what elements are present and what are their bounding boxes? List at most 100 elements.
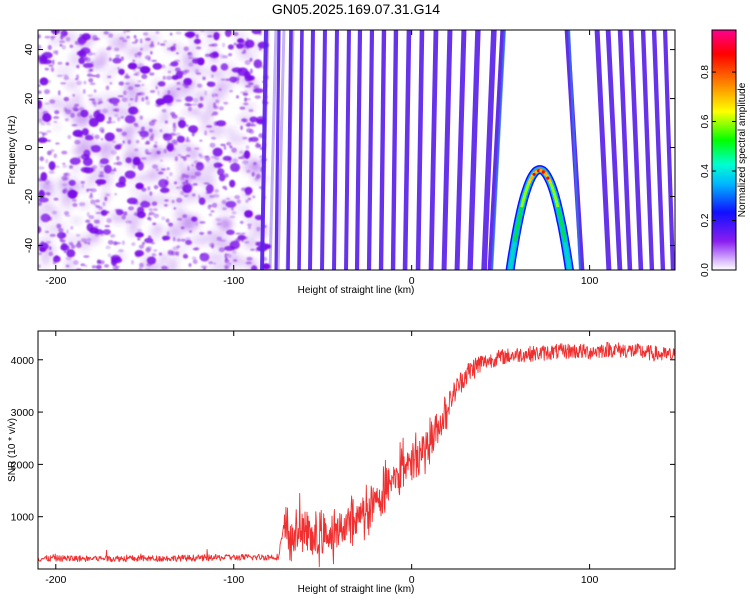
noise-blob: [84, 241, 88, 244]
colorbar-tick-label: 0.2: [700, 213, 711, 227]
noise-blob: [156, 82, 162, 86]
fringe-line: [651, 30, 666, 270]
noise-blob: [244, 97, 248, 102]
noise-blob: [69, 242, 73, 246]
noise-blob: [166, 75, 173, 81]
noise-blob: [65, 256, 72, 261]
spectrogram-x-ticks: -200 -100 0 100: [45, 30, 599, 287]
noise-blob: [107, 253, 112, 258]
noise-blob: [91, 74, 97, 77]
noise-blob: [103, 31, 109, 35]
noise-blob: [170, 61, 179, 67]
peak-arc-core: [556, 206, 561, 212]
noise-blob: [52, 255, 61, 263]
noise-blob: [83, 110, 89, 116]
noise-blob: [131, 242, 136, 246]
noise-blob: [70, 244, 76, 249]
noise-blob: [218, 247, 225, 253]
noise-blob: [58, 227, 64, 233]
peak-point: [546, 176, 550, 180]
noise-blob: [50, 35, 56, 39]
noise-blob: [133, 34, 137, 39]
noise-blob: [44, 179, 50, 185]
noise-blob: [155, 85, 158, 90]
noise-blob: [99, 127, 105, 133]
fringe-line: [320, 30, 327, 270]
peak-arc-core: [553, 195, 558, 200]
noise-blob: [179, 70, 185, 76]
peak-arc-core: [564, 247, 569, 255]
noise-blob: [203, 182, 210, 185]
noise-blob: [141, 187, 147, 192]
noise-blob: [211, 93, 217, 97]
noise-blob: [38, 105, 43, 110]
noise-blob: [85, 219, 91, 223]
colorbar-tick-label: 0.6: [700, 114, 711, 128]
noise-blob: [132, 59, 136, 63]
noise-blob: [60, 242, 68, 251]
noise-blob: [64, 214, 71, 217]
noise-blob: [172, 236, 176, 242]
noise-blob: [53, 153, 58, 159]
noise-blob: [136, 228, 143, 233]
noise-blob: [94, 134, 100, 140]
noise-blob: [134, 232, 144, 238]
noise-blob: [207, 34, 213, 38]
fringe-line: [605, 30, 623, 270]
noise-blob: [62, 74, 69, 77]
noise-blob: [86, 73, 93, 77]
noise-blob: [134, 111, 137, 115]
noise-blob: [148, 211, 155, 216]
noise-blob: [53, 120, 58, 124]
fringe-line: [402, 30, 412, 270]
peak-point: [541, 170, 545, 174]
noise-blob: [93, 101, 97, 107]
noise-blob: [108, 97, 120, 105]
noise-blob: [154, 140, 158, 145]
fringe-line: [286, 30, 293, 270]
noise-blob: [76, 64, 80, 69]
noise-blob: [38, 252, 42, 256]
noise-blob: [150, 51, 153, 55]
noise-blob: [93, 110, 101, 119]
noise-blob: [60, 35, 66, 39]
noise-blob: [149, 89, 156, 93]
noise-blob: [220, 78, 226, 81]
noise-blob: [210, 65, 218, 73]
noise-blob: [40, 213, 51, 223]
noise-blob: [175, 238, 181, 243]
noise-blob: [181, 173, 186, 178]
noise-blob: [172, 43, 177, 48]
peak-arc-core: [513, 236, 518, 243]
noise-blob: [192, 247, 198, 251]
noise-blob: [152, 164, 159, 169]
peak-arc: [505, 165, 574, 270]
noise-blob: [140, 47, 143, 51]
noise-haze-patch: [176, 158, 187, 175]
noise-blob: [76, 80, 83, 86]
noise-blob: [204, 130, 207, 136]
noise-blob: [77, 36, 87, 44]
noise-blob: [179, 185, 187, 189]
noise-blob: [244, 74, 253, 82]
noise-blob: [135, 182, 144, 190]
noise-haze-patch: [58, 190, 70, 206]
noise-blob: [52, 211, 57, 215]
noise-blob: [192, 259, 198, 265]
noise-blob: [141, 137, 145, 140]
noise-blob: [133, 122, 138, 126]
noise-blob: [77, 240, 81, 244]
noise-blob: [96, 265, 101, 270]
noise-blob: [211, 243, 214, 249]
noise-blob: [127, 139, 132, 145]
noise-blob: [122, 39, 128, 43]
noise-blob: [166, 142, 174, 152]
noise-blob: [254, 62, 259, 66]
noise-blob: [45, 122, 51, 126]
noise-blob: [167, 90, 171, 95]
noise-blob: [42, 113, 52, 123]
fringe-line: [617, 30, 633, 270]
noise-blob: [247, 81, 254, 85]
fringe-line: [297, 30, 304, 270]
noise-blob: [215, 120, 227, 127]
